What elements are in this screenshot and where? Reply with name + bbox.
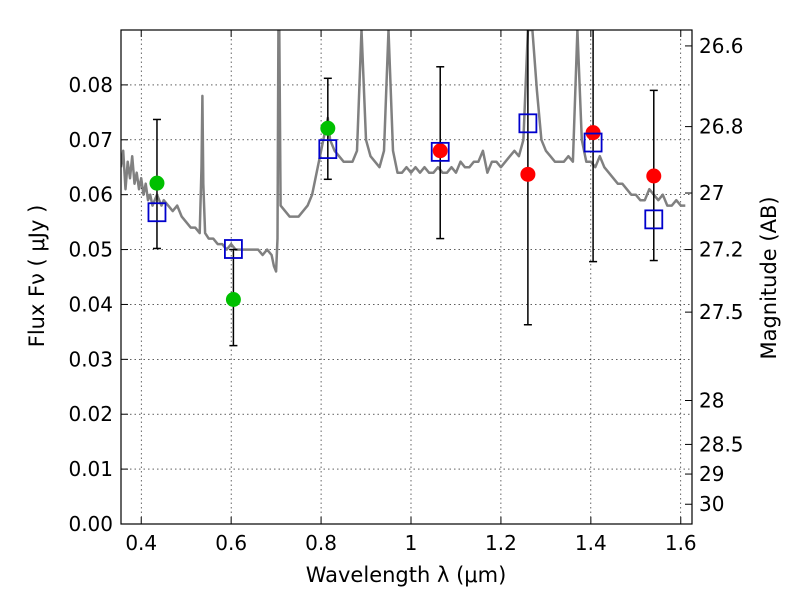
y-tick-label: 0.06	[68, 183, 113, 207]
y2-tick-label: 29	[699, 462, 724, 486]
x-tick-label: 0.6	[215, 531, 247, 555]
y-tick-label: 0.00	[68, 512, 113, 536]
x-tick-label: 1.4	[575, 531, 607, 555]
y2-tick-label: 28	[699, 389, 724, 413]
green-point	[320, 120, 336, 136]
x-tick-label: 0.4	[125, 531, 157, 555]
ticks: 0.4 0.6 0.8 1 1.2 1.4 1.6 0.00 0.01 0.02 0.03 0.04 0…	[68, 30, 744, 555]
green-point	[225, 292, 241, 308]
model-box	[644, 209, 664, 230]
model-box	[224, 239, 243, 259]
markers	[147, 113, 664, 308]
y-tick-label: 0.07	[68, 128, 113, 152]
grid	[121, 30, 692, 525]
model-box	[430, 141, 450, 162]
y2-tick-label: 27.5	[699, 300, 744, 324]
y2-tick-label: 27	[699, 181, 724, 205]
y-tick-label: 0.02	[68, 402, 113, 426]
green-point	[149, 175, 165, 191]
spectrum-line	[121, 30, 686, 273]
plot-frame	[120, 29, 693, 525]
x-tick-label: 0.8	[305, 531, 337, 555]
model-box	[318, 139, 338, 160]
x-tick-label: 1	[405, 531, 418, 555]
plot-area	[121, 30, 686, 273]
y-axis-label: Flux Fν ( μJy )	[25, 205, 49, 348]
red-point	[520, 166, 536, 182]
y-tick-label: 0.05	[68, 238, 113, 262]
y2-tick-label: 27.2	[699, 238, 744, 262]
model-box	[147, 202, 167, 223]
y2-tick-label: 26.8	[699, 115, 744, 139]
red-point	[646, 168, 662, 184]
y2-tick-label: 30	[699, 492, 724, 516]
x-axis-label: Wavelength λ (μm)	[306, 563, 507, 587]
y-tick-label: 0.03	[68, 347, 113, 371]
x-tick-label: 1.6	[665, 531, 697, 555]
y2-axis-label: Magnitude (AB)	[757, 196, 781, 359]
red-point	[432, 143, 448, 159]
model-box	[583, 132, 603, 153]
model-box	[518, 113, 538, 134]
y2-tick-label: 26.6	[699, 34, 744, 58]
y-tick-label: 0.04	[68, 292, 113, 316]
y-tick-label: 0.01	[68, 457, 113, 481]
x-tick-label: 1.2	[485, 531, 517, 555]
y2-tick-label: 28.5	[699, 432, 744, 456]
y-tick-label: 0.08	[68, 73, 113, 97]
